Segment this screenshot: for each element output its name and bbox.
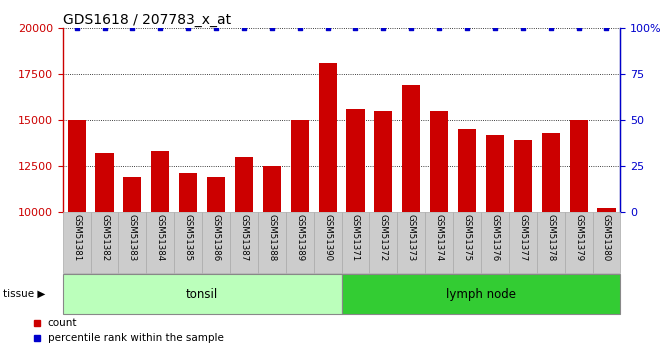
Bar: [509, 212, 537, 273]
Point: [267, 25, 277, 30]
Bar: [174, 212, 202, 273]
Text: GSM51383: GSM51383: [128, 214, 137, 261]
Text: GSM51375: GSM51375: [463, 214, 471, 261]
Bar: [235, 157, 253, 345]
Point: [545, 25, 556, 30]
Text: GSM51373: GSM51373: [407, 214, 416, 261]
Point: [294, 25, 305, 30]
Text: GSM51377: GSM51377: [518, 214, 527, 261]
Bar: [147, 212, 174, 273]
Point: [350, 25, 361, 30]
Point: [517, 25, 528, 30]
Text: GSM51371: GSM51371: [351, 214, 360, 261]
Text: GSM51381: GSM51381: [72, 214, 81, 261]
Bar: [96, 153, 114, 345]
Point: [462, 25, 473, 30]
Bar: [263, 166, 281, 345]
Text: tonsil: tonsil: [186, 288, 218, 300]
Text: GSM51384: GSM51384: [156, 214, 165, 261]
Bar: [565, 212, 593, 273]
Bar: [430, 111, 448, 345]
Point: [155, 25, 166, 30]
Text: GSM51380: GSM51380: [602, 214, 611, 261]
Text: count: count: [48, 318, 77, 328]
Bar: [258, 212, 286, 273]
Point: [322, 25, 333, 30]
Bar: [537, 212, 565, 273]
Bar: [425, 212, 453, 273]
Bar: [346, 109, 364, 345]
Text: GSM51390: GSM51390: [323, 214, 332, 261]
Bar: [370, 212, 397, 273]
Bar: [453, 212, 481, 273]
Point: [183, 25, 193, 30]
Bar: [90, 212, 119, 273]
Point: [601, 25, 612, 30]
Text: GDS1618 / 207783_x_at: GDS1618 / 207783_x_at: [63, 12, 231, 27]
Text: GSM51378: GSM51378: [546, 214, 555, 261]
Bar: [179, 174, 197, 345]
Bar: [486, 135, 504, 345]
Point: [127, 25, 138, 30]
Text: GSM51388: GSM51388: [267, 214, 277, 261]
Point: [434, 25, 444, 30]
Point: [71, 25, 82, 30]
Bar: [458, 129, 476, 345]
Bar: [202, 212, 230, 273]
Text: GSM51382: GSM51382: [100, 214, 109, 261]
Bar: [342, 274, 620, 314]
Point: [99, 25, 110, 30]
Text: GSM51372: GSM51372: [379, 214, 388, 261]
Bar: [230, 212, 258, 273]
Text: lymph node: lymph node: [446, 288, 516, 300]
Bar: [319, 63, 337, 345]
Bar: [67, 120, 86, 345]
Text: GSM51385: GSM51385: [183, 214, 193, 261]
Bar: [397, 212, 425, 273]
Point: [211, 25, 221, 30]
Bar: [286, 212, 313, 273]
Bar: [597, 208, 616, 345]
Point: [378, 25, 389, 30]
Text: GSM51386: GSM51386: [212, 214, 220, 261]
Text: GSM51376: GSM51376: [490, 214, 500, 261]
Bar: [123, 177, 141, 345]
Bar: [374, 111, 393, 345]
Bar: [570, 120, 587, 345]
Point: [239, 25, 249, 30]
Text: GSM51389: GSM51389: [295, 214, 304, 261]
Point: [406, 25, 416, 30]
Bar: [542, 133, 560, 345]
Point: [574, 25, 584, 30]
Bar: [593, 212, 620, 273]
Text: GSM51387: GSM51387: [240, 214, 248, 261]
Text: GSM51374: GSM51374: [435, 214, 444, 261]
Text: tissue ▶: tissue ▶: [3, 289, 46, 299]
Bar: [63, 274, 342, 314]
Bar: [119, 212, 147, 273]
Bar: [481, 212, 509, 273]
Text: percentile rank within the sample: percentile rank within the sample: [48, 333, 224, 343]
Bar: [207, 177, 225, 345]
Bar: [63, 212, 90, 273]
Bar: [314, 212, 342, 273]
Text: GSM51379: GSM51379: [574, 214, 583, 261]
Bar: [290, 120, 309, 345]
Point: [490, 25, 500, 30]
Bar: [342, 212, 370, 273]
Bar: [151, 151, 170, 345]
Bar: [513, 140, 532, 345]
Bar: [402, 85, 420, 345]
